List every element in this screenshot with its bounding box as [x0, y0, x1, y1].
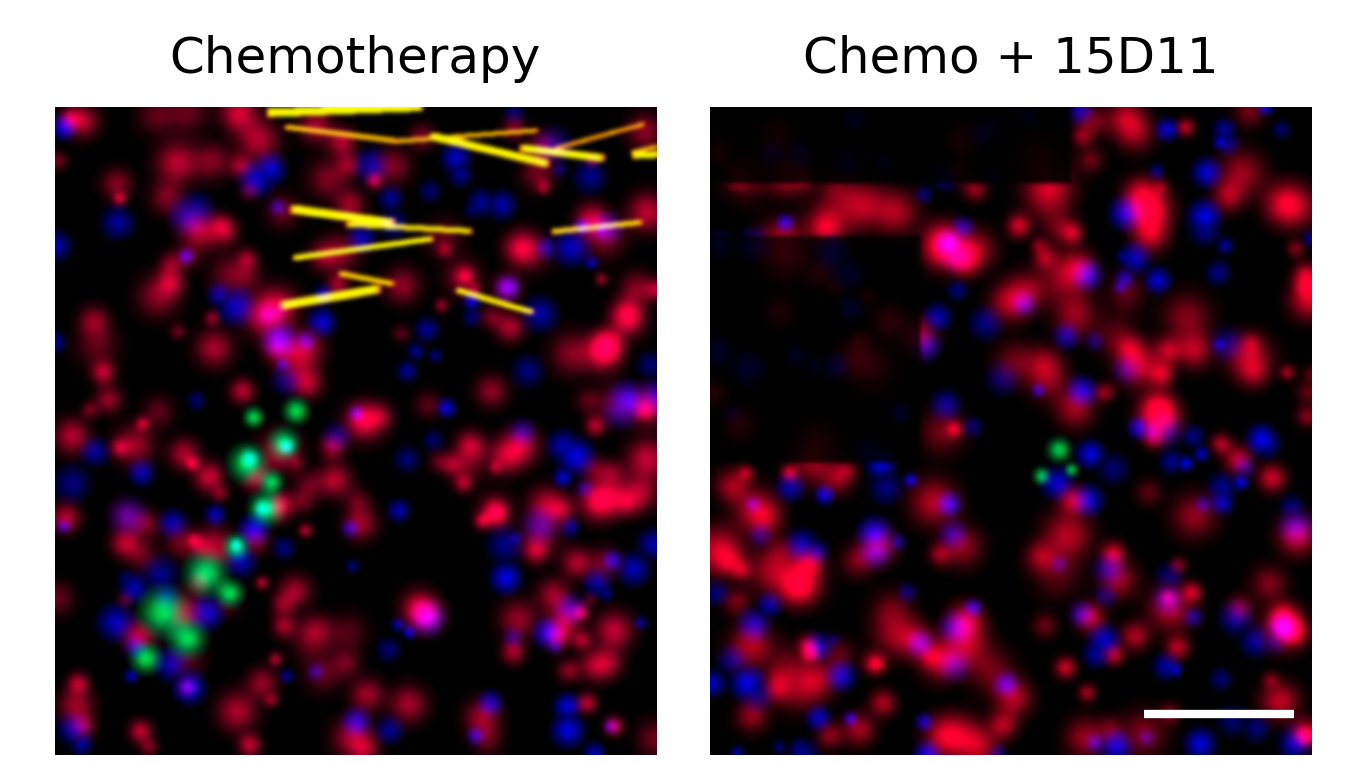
Text: Chemotherapy: Chemotherapy	[169, 35, 541, 82]
Text: Chemo + 15D11: Chemo + 15D11	[803, 35, 1218, 82]
